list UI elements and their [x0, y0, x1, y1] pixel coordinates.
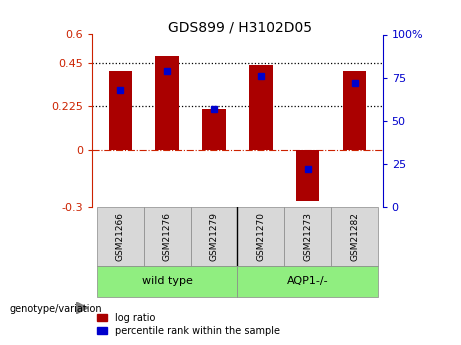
Bar: [109, 71, 132, 149]
Text: GSM21282: GSM21282: [350, 212, 359, 261]
Text: genotype/variation: genotype/variation: [9, 304, 102, 314]
Text: GSM21276: GSM21276: [163, 212, 171, 261]
Text: GSM21273: GSM21273: [303, 212, 312, 261]
Bar: [343, 71, 366, 149]
Polygon shape: [76, 302, 88, 314]
Bar: [155, 56, 179, 149]
Text: wild type: wild type: [142, 276, 193, 286]
Legend: log ratio, percentile rank within the sample: log ratio, percentile rank within the sa…: [97, 313, 279, 336]
Text: GSM21270: GSM21270: [256, 212, 266, 261]
Text: AQP1-/-: AQP1-/-: [287, 276, 329, 286]
Bar: [284, 207, 331, 266]
Bar: [190, 207, 237, 266]
Text: GSM21279: GSM21279: [209, 212, 219, 261]
Bar: [237, 207, 284, 266]
Bar: [249, 65, 272, 149]
Text: GSM21266: GSM21266: [116, 212, 125, 261]
Bar: [97, 207, 144, 266]
Bar: [144, 207, 190, 266]
Text: GDS899 / H3102D05: GDS899 / H3102D05: [168, 21, 312, 35]
Bar: [331, 207, 378, 266]
Bar: [202, 109, 226, 149]
Bar: [296, 149, 319, 201]
Bar: [97, 266, 237, 297]
Bar: [237, 266, 378, 297]
